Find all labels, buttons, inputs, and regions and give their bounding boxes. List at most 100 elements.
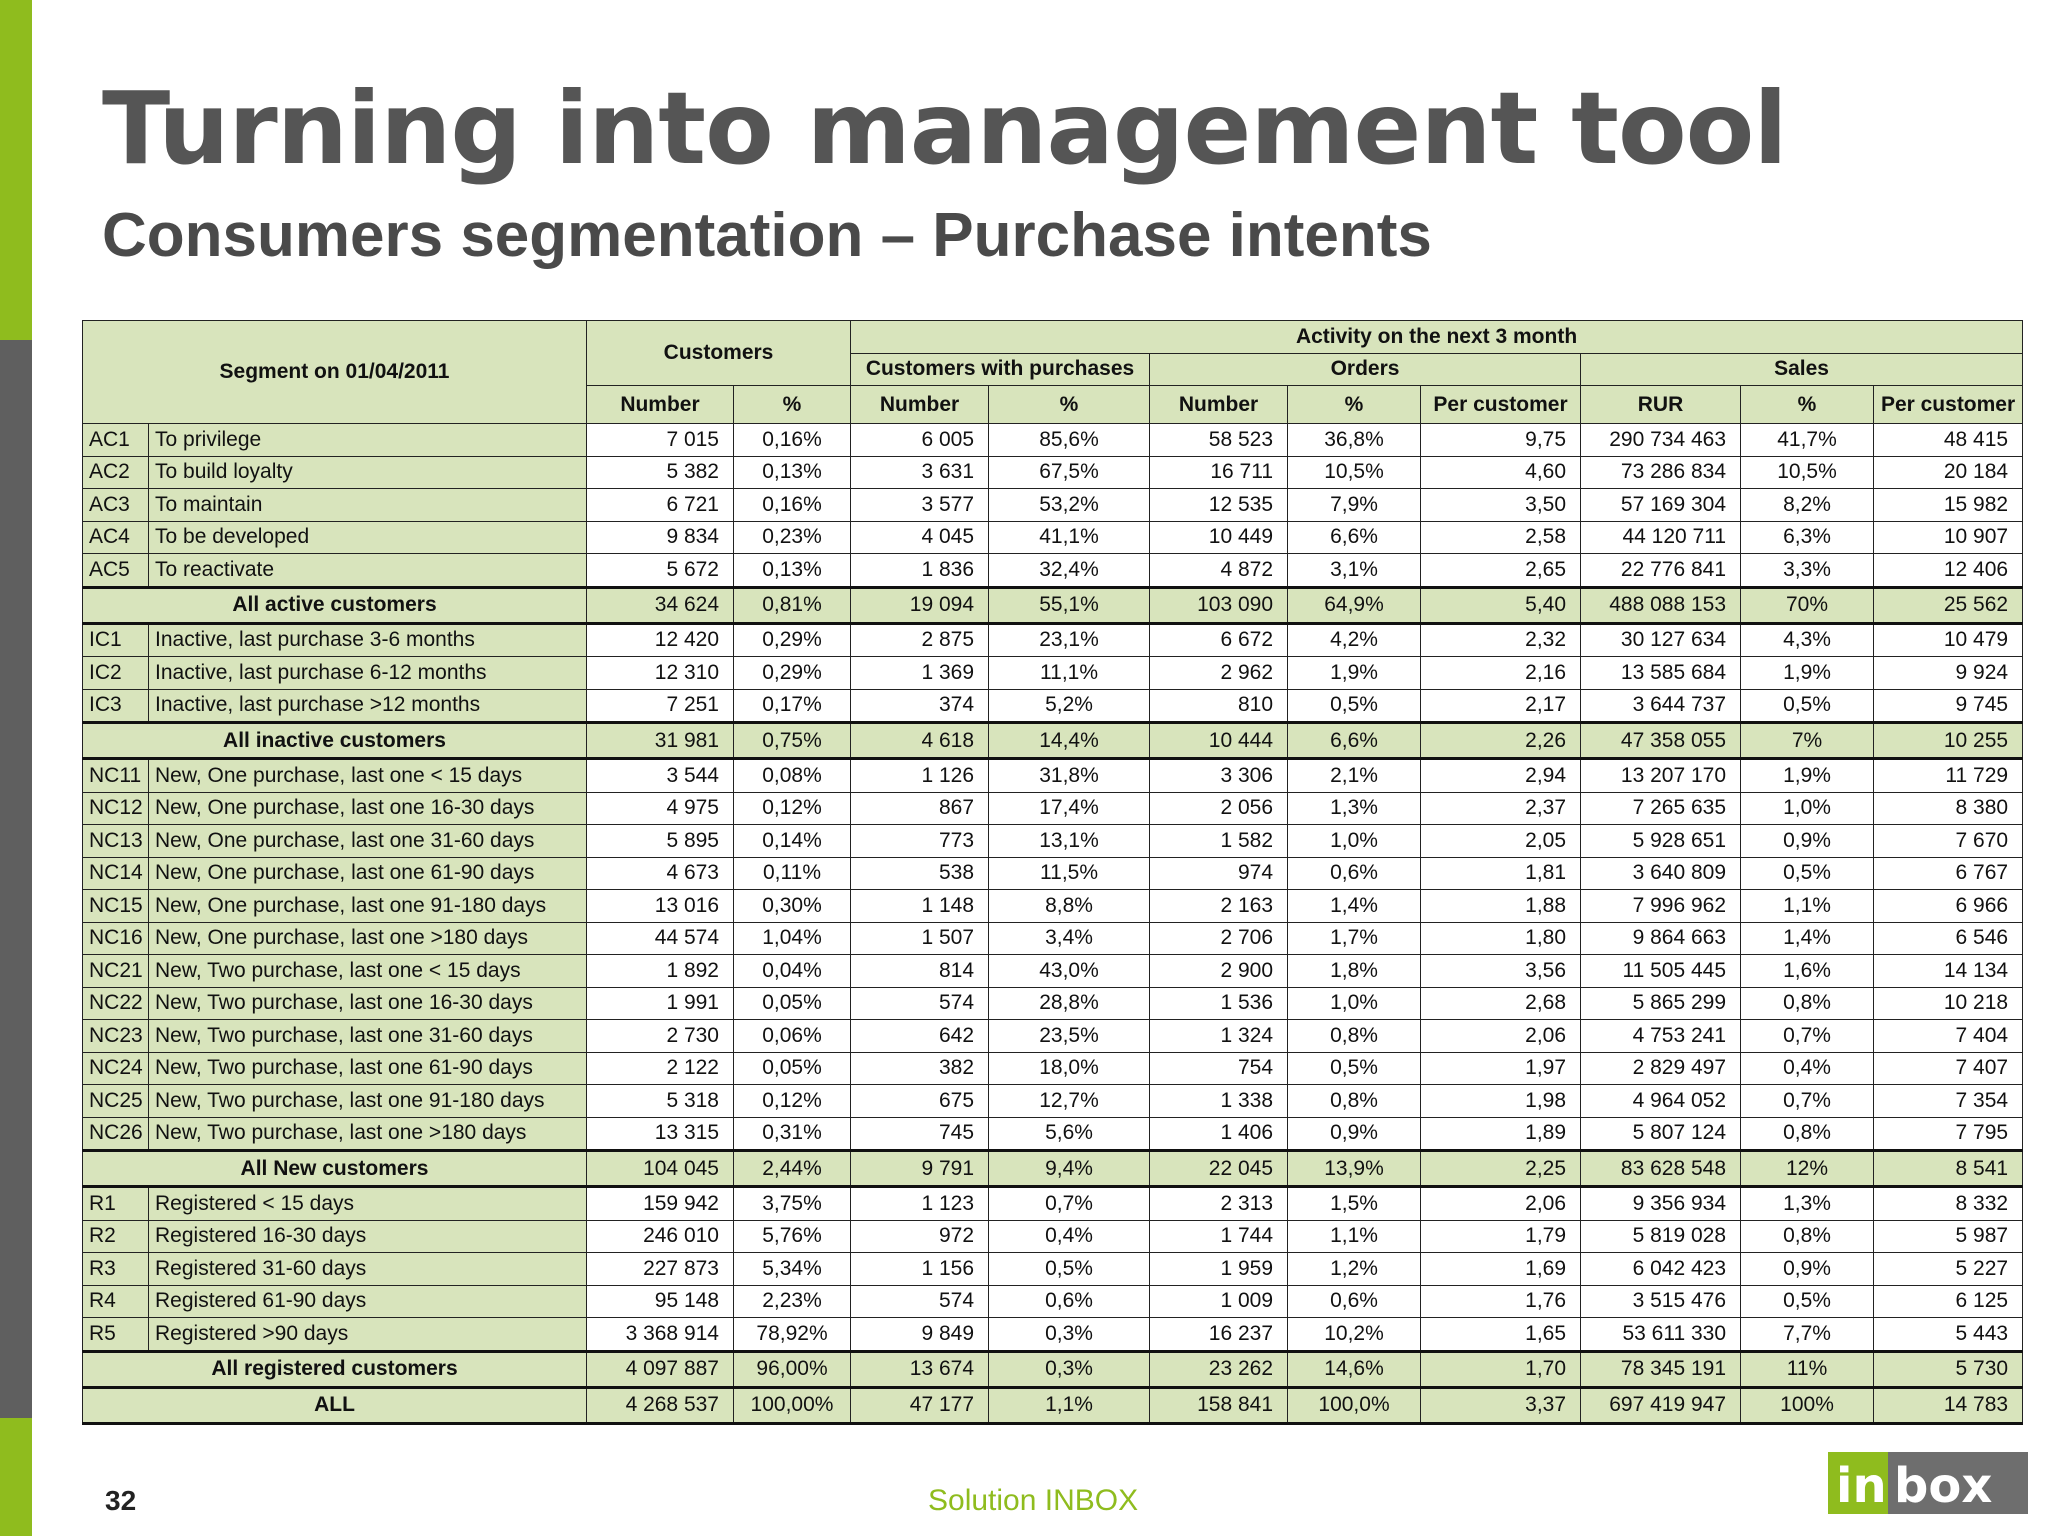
segment-code: AC5: [82, 553, 149, 588]
value-cell: 3 577: [850, 488, 990, 522]
value-cell: 6 005: [850, 423, 990, 457]
value-cell: 31 981: [586, 721, 734, 760]
value-cell: 1,69: [1420, 1252, 1582, 1286]
value-cell: 47 177: [850, 1385, 990, 1425]
value-cell: 14 134: [1873, 954, 2024, 988]
value-cell: 0,13%: [732, 553, 852, 588]
summary-row: All active customers 34 624 0,81% 19 094 55,…: [82, 585, 2024, 625]
segment-code: NC24: [82, 1051, 149, 1085]
value-cell: 7 795: [1873, 1116, 2024, 1151]
subheader-cell: %: [1740, 385, 1875, 424]
value-cell: 41,1%: [988, 520, 1151, 554]
summary-label: All New customers: [82, 1149, 587, 1188]
footer-text: Solution INBOX: [928, 1484, 1139, 1517]
table-row: AC2 To build loyalty 5 382 0,13% 3 631 67,5% 1…: [82, 455, 2024, 489]
value-cell: 1 126: [850, 758, 990, 793]
value-cell: 4 964 052: [1580, 1084, 1742, 1118]
value-cell: 7,7%: [1740, 1317, 1875, 1352]
value-cell: 1,2%: [1287, 1252, 1422, 1286]
value-cell: 814: [850, 954, 990, 988]
value-cell: 0,06%: [732, 1019, 852, 1053]
table-row: NC11 New, One purchase, last one < 15 day…: [82, 758, 2024, 793]
value-cell: 0,3%: [988, 1349, 1151, 1389]
value-cell: 13 016: [586, 889, 734, 923]
value-cell: 1 744: [1149, 1219, 1289, 1253]
value-cell: 48 415: [1873, 423, 2024, 457]
value-cell: 9,4%: [988, 1149, 1151, 1188]
table-row: R1 Registered < 15 days 159 942 3,75% 1 123 0…: [82, 1186, 2024, 1221]
table-row: IC3 Inactive, last purchase >12 months 7 2…: [82, 688, 2024, 723]
value-cell: 4 268 537: [586, 1385, 734, 1425]
value-cell: 13,9%: [1287, 1149, 1422, 1188]
value-cell: 0,30%: [732, 889, 852, 923]
table-row: NC23 New, Two purchase, last one 31-60 da…: [82, 1019, 2024, 1053]
value-cell: 23,5%: [988, 1019, 1151, 1053]
segment-code: NC22: [82, 986, 149, 1020]
header-orders: Orders: [1149, 352, 1582, 386]
value-cell: 754: [1149, 1051, 1289, 1085]
value-cell: 0,8%: [1740, 1219, 1875, 1253]
value-cell: 1,9%: [1740, 758, 1875, 793]
value-cell: 0,12%: [732, 791, 852, 825]
value-cell: 0,5%: [1740, 688, 1875, 723]
value-cell: 7 407: [1873, 1051, 2024, 1085]
value-cell: 70%: [1740, 585, 1875, 625]
value-cell: 1,0%: [1740, 791, 1875, 825]
value-cell: 11 505 445: [1580, 954, 1742, 988]
value-cell: 9 849: [850, 1317, 990, 1352]
table-row: NC25 New, Two purchase, last one 91-180 d…: [82, 1084, 2024, 1118]
value-cell: 2 163: [1149, 889, 1289, 923]
side-accent-bar-top: [0, 0, 32, 340]
value-cell: 0,8%: [1287, 1084, 1422, 1118]
value-cell: 0,9%: [1740, 1252, 1875, 1286]
value-cell: 1 892: [586, 954, 734, 988]
value-cell: 3 631: [850, 455, 990, 489]
value-cell: 15 982: [1873, 488, 2024, 522]
value-cell: 3,4%: [988, 921, 1151, 955]
value-cell: 158 841: [1149, 1385, 1289, 1425]
segment-label: New, Two purchase, last one 61-90 days: [148, 1051, 587, 1085]
segment-label: To privilege: [148, 423, 587, 457]
value-cell: 3,37: [1420, 1385, 1582, 1425]
value-cell: 0,8%: [1740, 986, 1875, 1020]
value-cell: 0,16%: [732, 488, 852, 522]
value-cell: 0,23%: [732, 520, 852, 554]
value-cell: 1 991: [586, 986, 734, 1020]
segment-label: Registered 16-30 days: [148, 1219, 587, 1253]
segment-code: AC2: [82, 455, 149, 489]
subheader-cell: Number: [586, 385, 734, 424]
segment-label: To maintain: [148, 488, 587, 522]
value-cell: 810: [1149, 688, 1289, 723]
value-cell: 1,6%: [1740, 954, 1875, 988]
value-cell: 0,9%: [1740, 824, 1875, 858]
value-cell: 7,9%: [1287, 488, 1422, 522]
value-cell: 14,6%: [1287, 1349, 1422, 1389]
value-cell: 0,3%: [988, 1317, 1151, 1352]
value-cell: 22 776 841: [1580, 553, 1742, 588]
value-cell: 8 380: [1873, 791, 2024, 825]
summary-label: All inactive customers: [82, 721, 587, 760]
value-cell: 6 672: [1149, 622, 1289, 657]
value-cell: 1 959: [1149, 1252, 1289, 1286]
value-cell: 1,80: [1420, 921, 1582, 955]
value-cell: 9,75: [1420, 423, 1582, 457]
value-cell: 9 864 663: [1580, 921, 1742, 955]
value-cell: 13 315: [586, 1116, 734, 1151]
value-cell: 0,75%: [732, 721, 852, 760]
value-cell: 44 120 711: [1580, 520, 1742, 554]
value-cell: 0,16%: [732, 423, 852, 457]
value-cell: 3,56: [1420, 954, 1582, 988]
table-row: AC1 To privilege 7 015 0,16% 6 005 85,6% 58 52…: [82, 423, 2024, 457]
segment-label: To build loyalty: [148, 455, 587, 489]
value-cell: 34 624: [586, 585, 734, 625]
segment-code: AC1: [82, 423, 149, 457]
value-cell: 6 966: [1873, 889, 2024, 923]
value-cell: 574: [850, 1284, 990, 1318]
value-cell: 2,44%: [732, 1149, 852, 1188]
value-cell: 5 443: [1873, 1317, 2024, 1352]
value-cell: 1 123: [850, 1186, 990, 1221]
value-cell: 2,68: [1420, 986, 1582, 1020]
value-cell: 14 783: [1873, 1385, 2024, 1425]
value-cell: 19 094: [850, 585, 990, 625]
value-cell: 53 611 330: [1580, 1317, 1742, 1352]
